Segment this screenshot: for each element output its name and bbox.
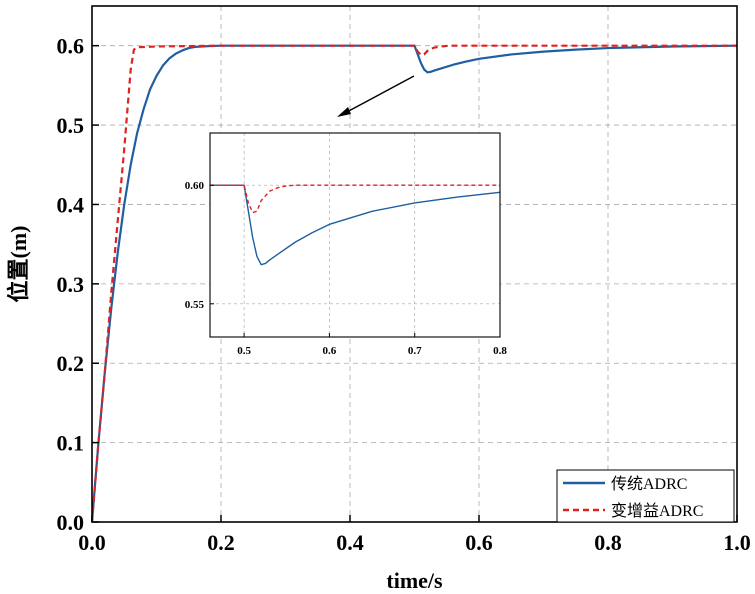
legend-label-variable-gain-adrc: 变增益ADRC xyxy=(611,502,703,520)
main-series xyxy=(90,44,738,523)
inset-x-tick-label: 0.5 xyxy=(237,345,251,357)
inset-series xyxy=(210,184,501,266)
y-tick-label: 0.0 xyxy=(57,510,85,535)
x-tick-label: 0.8 xyxy=(594,530,622,555)
series-line-0 xyxy=(90,44,738,523)
inset-series-line-0 xyxy=(210,184,501,266)
inset-plot: 0.5 0.6 0.7 0.8 0.60 0.55 xyxy=(185,132,508,357)
inset-tick-labels: 0.5 0.6 0.7 0.8 0.60 0.55 xyxy=(185,180,508,357)
legend: 传统ADRC 变增益ADRC xyxy=(556,469,735,523)
x-axis-title: time/s xyxy=(386,568,443,593)
inset-series-line-1 xyxy=(210,184,500,214)
legend-label-traditional-adrc: 传统ADRC xyxy=(611,475,687,493)
y-tick-label: 0.5 xyxy=(57,113,85,138)
inset-x-tick-label: 0.7 xyxy=(408,345,422,357)
y-tick-label: 0.6 xyxy=(57,34,85,59)
y-tick-label: 0.3 xyxy=(57,272,85,297)
x-tick-label: 0.0 xyxy=(78,530,106,555)
inset-x-tick-label: 0.6 xyxy=(323,345,337,357)
x-tick-label: 1.0 xyxy=(723,530,751,555)
inset-x-tick-label: 0.8 xyxy=(493,345,507,357)
x-tick-label: 0.6 xyxy=(465,530,493,555)
legend-box xyxy=(556,469,735,523)
y-axis-title: 位置(m) xyxy=(6,226,31,303)
y-tick-label: 0.4 xyxy=(57,192,85,217)
inset-background xyxy=(210,133,500,337)
inset-ticks xyxy=(210,184,501,337)
inset-y-tick-label: 0.60 xyxy=(185,180,205,192)
annotation-arrow xyxy=(337,75,415,117)
series-line-1 xyxy=(90,44,737,523)
inset-frame xyxy=(209,132,501,338)
y-tick-label: 0.2 xyxy=(57,351,85,376)
main-tick-labels: 0.0 0.2 0.4 0.6 0.8 1.0 0.0 0.1 0.2 0.3 0.4 0.5 0.6 xyxy=(57,34,751,555)
main-grid xyxy=(92,6,737,522)
main-ticks xyxy=(91,44,738,523)
plot-frame xyxy=(91,5,738,523)
y-tick-label: 0.1 xyxy=(57,431,85,456)
x-tick-label: 0.4 xyxy=(336,530,364,555)
x-tick-label: 0.2 xyxy=(207,530,235,555)
inset-y-tick-label: 0.55 xyxy=(185,299,205,311)
